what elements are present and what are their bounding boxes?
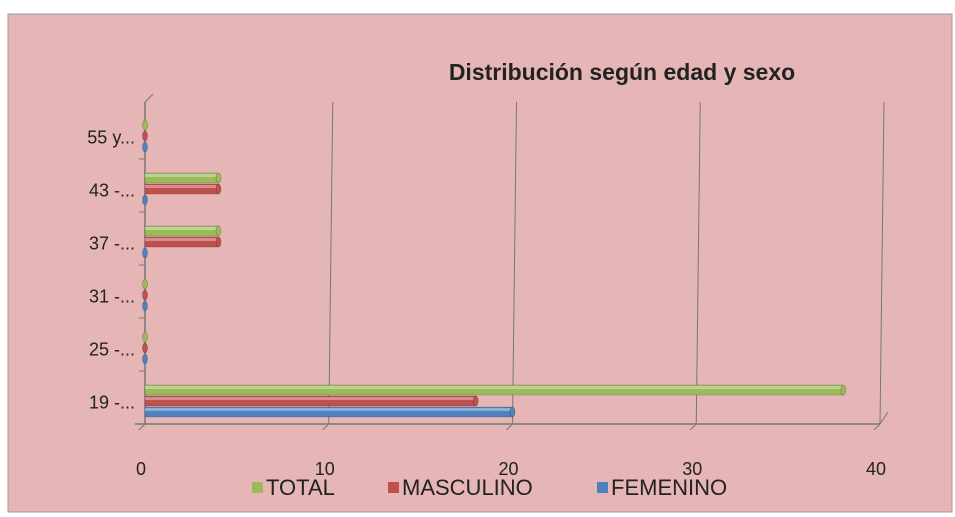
x-tick-label: 10 — [315, 459, 335, 479]
bar-cap — [142, 331, 148, 343]
bar-cap — [142, 342, 148, 354]
bar-highlight — [145, 238, 219, 241]
y-tick-label: 19 -... — [89, 392, 135, 412]
bar-cap — [215, 172, 222, 184]
legend-label: FEMENINO — [611, 475, 727, 500]
bar-cap — [840, 384, 847, 396]
y-tick-label: 55 y... — [87, 127, 135, 147]
chart-title: Distribución según edad y sexo — [449, 59, 795, 85]
legend-swatch — [388, 482, 399, 493]
x-tick — [138, 423, 146, 431]
x-tick-label: 20 — [498, 459, 518, 479]
bar-cap — [142, 194, 148, 206]
x-tick-label: 30 — [682, 459, 702, 479]
bar-cap — [215, 183, 222, 195]
chart-background — [7, 13, 953, 513]
bar-highlight — [145, 386, 844, 389]
grid-line — [695, 101, 701, 425]
bar-cap — [215, 236, 222, 248]
bar-cap — [142, 130, 148, 142]
grid-line — [879, 101, 885, 425]
grid-line — [512, 101, 517, 425]
bar-cap — [142, 119, 148, 131]
y-tick-label: 31 -... — [89, 286, 135, 306]
bar-highlight — [145, 397, 476, 400]
bar-cap — [142, 247, 148, 259]
legend-label: MASCULINO — [402, 475, 533, 500]
x-tick — [322, 423, 330, 431]
legend-swatch — [597, 482, 608, 493]
bar-cap — [509, 406, 516, 418]
bar-highlight — [145, 174, 219, 177]
legend-swatch — [252, 482, 263, 493]
x-tick-label: 40 — [866, 459, 886, 479]
x-tick — [689, 423, 697, 431]
bar-highlight — [145, 227, 219, 230]
x-axis-depth — [879, 411, 889, 425]
y-tick-label: 43 -... — [89, 180, 135, 200]
bar-cap — [142, 300, 148, 312]
bar-cap — [142, 278, 148, 290]
grid-line — [328, 101, 334, 425]
bar-cap — [142, 141, 148, 153]
y-tick-label: 25 -... — [89, 339, 135, 359]
x-tick-label: 0 — [136, 459, 146, 479]
legend-label: TOTAL — [266, 475, 335, 500]
bar-cap — [215, 225, 222, 237]
bar-highlight — [145, 408, 513, 411]
y-tick-label: 37 -... — [89, 233, 135, 253]
bar-cap — [142, 353, 148, 365]
x-tick — [506, 423, 513, 431]
bar-highlight — [145, 185, 219, 188]
x-tick — [873, 423, 881, 431]
bar-cap — [472, 395, 479, 407]
y-axis-depth — [144, 93, 154, 103]
bar-cap — [142, 289, 148, 301]
